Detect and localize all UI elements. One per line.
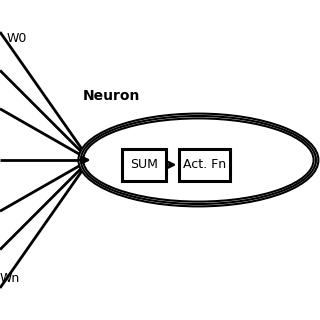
Text: Neuron: Neuron — [83, 89, 140, 103]
Ellipse shape — [78, 114, 318, 206]
Text: Wn: Wn — [0, 272, 20, 285]
Text: Act. Fn: Act. Fn — [183, 158, 226, 171]
Text: SUM: SUM — [130, 158, 158, 171]
Text: W0: W0 — [6, 32, 27, 45]
FancyBboxPatch shape — [122, 149, 166, 181]
FancyBboxPatch shape — [179, 149, 230, 181]
